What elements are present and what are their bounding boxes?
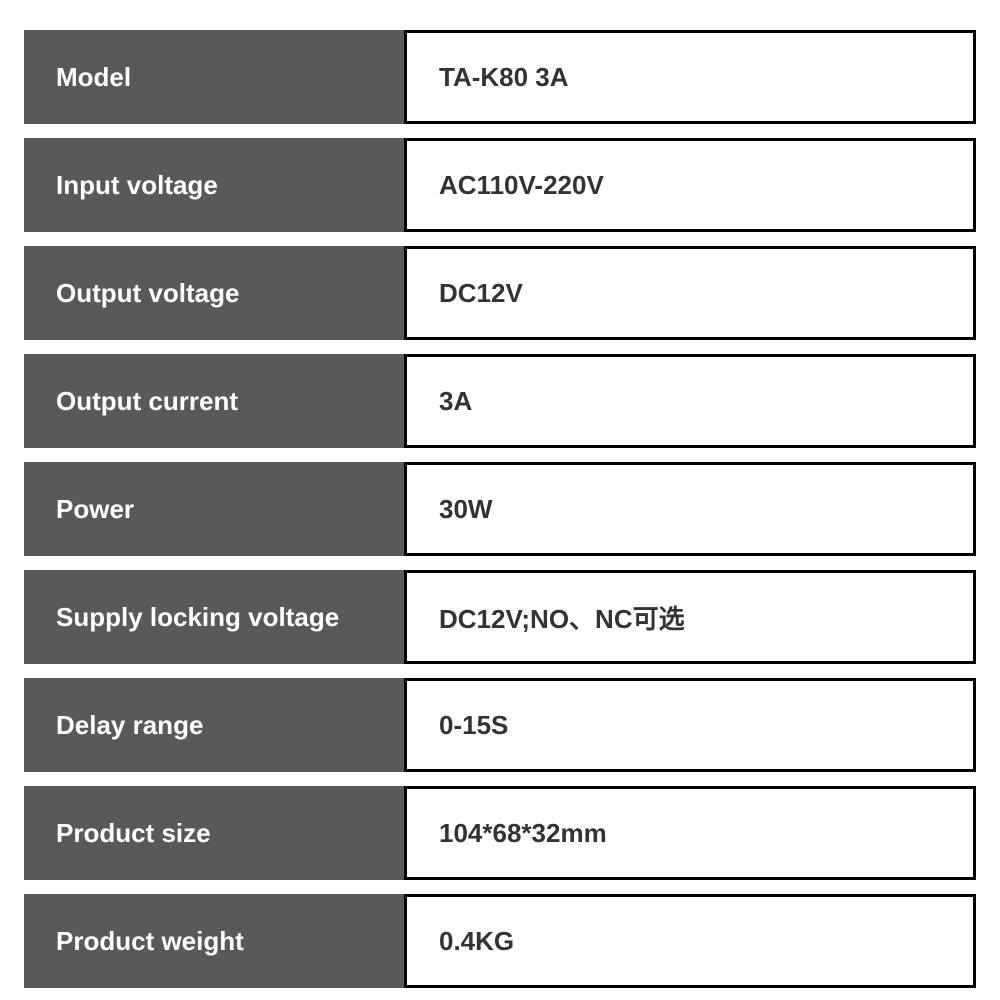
table-row: Supply locking voltage DC12V;NO、NC可选 xyxy=(24,570,976,664)
table-row: Product size 104*68*32mm xyxy=(24,786,976,880)
table-row: Power 30W xyxy=(24,462,976,556)
spec-value: 0-15S xyxy=(404,678,976,772)
table-row: Output voltage DC12V xyxy=(24,246,976,340)
spec-value: TA-K80 3A xyxy=(404,30,976,124)
spec-value: DC12V xyxy=(404,246,976,340)
spec-label: Power xyxy=(24,462,404,556)
spec-label: Model xyxy=(24,30,404,124)
table-row: Product weight 0.4KG xyxy=(24,894,976,988)
spec-value: 104*68*32mm xyxy=(404,786,976,880)
spec-label: Output voltage xyxy=(24,246,404,340)
table-row: Delay range 0-15S xyxy=(24,678,976,772)
spec-value: 30W xyxy=(404,462,976,556)
table-row: Model TA-K80 3A xyxy=(24,30,976,124)
spec-label: Product size xyxy=(24,786,404,880)
table-row: Output current 3A xyxy=(24,354,976,448)
spec-label: Supply locking voltage xyxy=(24,570,404,664)
spec-table: Model TA-K80 3A Input voltage AC110V-220… xyxy=(24,30,976,988)
spec-value: DC12V;NO、NC可选 xyxy=(404,570,976,664)
table-row: Input voltage AC110V-220V xyxy=(24,138,976,232)
spec-value: AC110V-220V xyxy=(404,138,976,232)
spec-label: Delay range xyxy=(24,678,404,772)
spec-label: Output current xyxy=(24,354,404,448)
spec-value: 3A xyxy=(404,354,976,448)
spec-label: Product weight xyxy=(24,894,404,988)
spec-value: 0.4KG xyxy=(404,894,976,988)
spec-label: Input voltage xyxy=(24,138,404,232)
